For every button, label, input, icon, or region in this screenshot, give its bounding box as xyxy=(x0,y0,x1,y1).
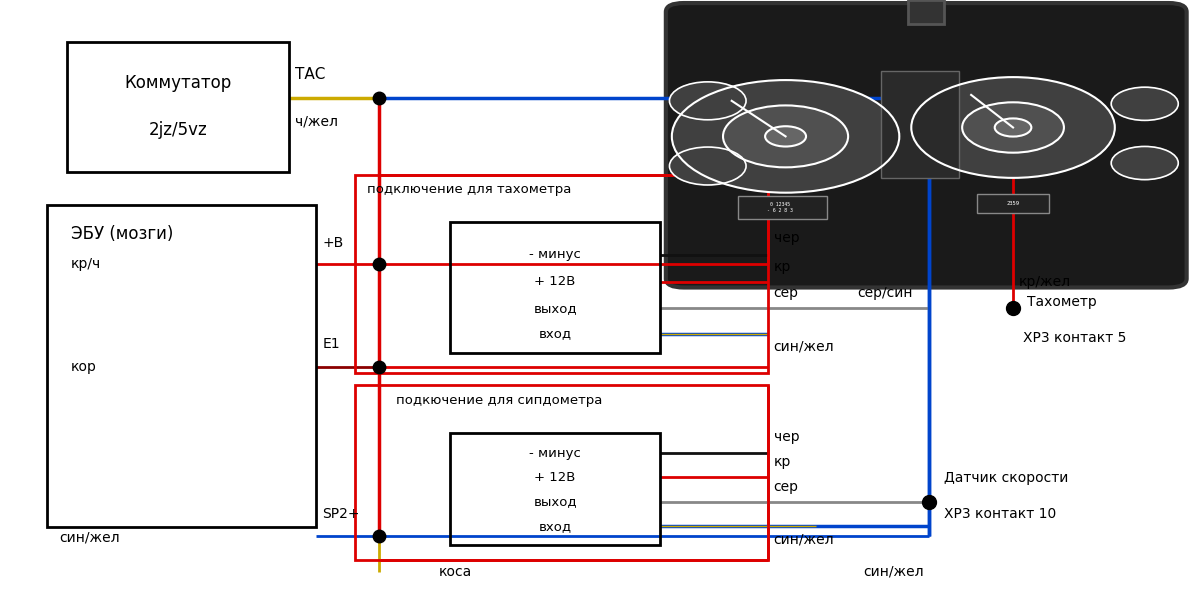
Text: SP2+: SP2+ xyxy=(323,507,360,521)
Text: сер: сер xyxy=(774,480,798,494)
Text: чер: чер xyxy=(774,430,799,444)
Text: подключение для тахометра: подключение для тахометра xyxy=(366,183,571,196)
Text: 2359: 2359 xyxy=(1007,201,1020,206)
Text: кор: кор xyxy=(71,361,97,374)
Text: + 12В: + 12В xyxy=(534,275,576,288)
Text: кр/жел: кр/жел xyxy=(1019,275,1072,289)
Text: коса: коса xyxy=(438,565,472,579)
Circle shape xyxy=(995,118,1031,137)
Circle shape xyxy=(724,106,848,167)
Text: - минус: - минус xyxy=(529,447,581,460)
Circle shape xyxy=(911,77,1115,178)
Text: син/жел: син/жел xyxy=(59,530,120,545)
Bar xyxy=(354,385,768,560)
Text: Коммутатор: Коммутатор xyxy=(125,74,232,92)
Bar xyxy=(47,205,317,527)
Text: ЭБУ (мозги): ЭБУ (мозги) xyxy=(71,225,173,243)
Bar xyxy=(354,175,768,373)
Bar xyxy=(450,223,660,353)
Bar xyxy=(881,71,959,178)
Text: ХР3 контакт 10: ХР3 контакт 10 xyxy=(943,507,1056,521)
Text: вход: вход xyxy=(539,327,571,340)
Text: ХР3 контакт 5: ХР3 контакт 5 xyxy=(1022,331,1126,345)
Text: ТАС: ТАС xyxy=(295,67,325,82)
Bar xyxy=(738,196,828,220)
Bar xyxy=(450,433,660,545)
Text: кр: кр xyxy=(774,260,791,274)
Text: чер: чер xyxy=(774,232,799,245)
Text: + 12В: + 12В xyxy=(534,470,576,484)
Text: 2jz/5vz: 2jz/5vz xyxy=(149,121,208,139)
Text: син/жел: син/жел xyxy=(774,532,834,547)
Circle shape xyxy=(670,147,746,185)
Text: кр: кр xyxy=(774,455,791,469)
Text: син/жел: син/жел xyxy=(863,565,924,579)
Text: Датчик скорости: Датчик скорости xyxy=(943,472,1068,485)
Text: кр/ч: кр/ч xyxy=(71,257,101,271)
Bar xyxy=(977,194,1049,214)
Text: сер: сер xyxy=(774,286,798,301)
Circle shape xyxy=(766,126,806,146)
Circle shape xyxy=(670,82,746,120)
Circle shape xyxy=(962,103,1064,152)
Text: +В: +В xyxy=(323,236,343,250)
Text: подкючение для сипдометра: подкючение для сипдометра xyxy=(396,394,602,407)
Text: ч/жел: ч/жел xyxy=(295,115,337,128)
Bar xyxy=(908,0,944,24)
Circle shape xyxy=(672,80,899,193)
Text: сер/син: сер/син xyxy=(858,286,913,301)
Text: выход: выход xyxy=(533,496,577,509)
Circle shape xyxy=(1111,146,1178,179)
Text: - минус: - минус xyxy=(529,248,581,262)
Text: Е1: Е1 xyxy=(323,337,340,351)
Text: 0 12345
- 6 2 8 3: 0 12345 - 6 2 8 3 xyxy=(767,202,792,213)
Circle shape xyxy=(1111,87,1178,121)
Text: вход: вход xyxy=(539,520,571,533)
Text: Тахометр: Тахометр xyxy=(1027,295,1097,310)
Bar xyxy=(67,41,289,172)
Text: син/жел: син/жел xyxy=(774,340,834,354)
FancyBboxPatch shape xyxy=(666,3,1187,287)
Text: выход: выход xyxy=(533,302,577,315)
